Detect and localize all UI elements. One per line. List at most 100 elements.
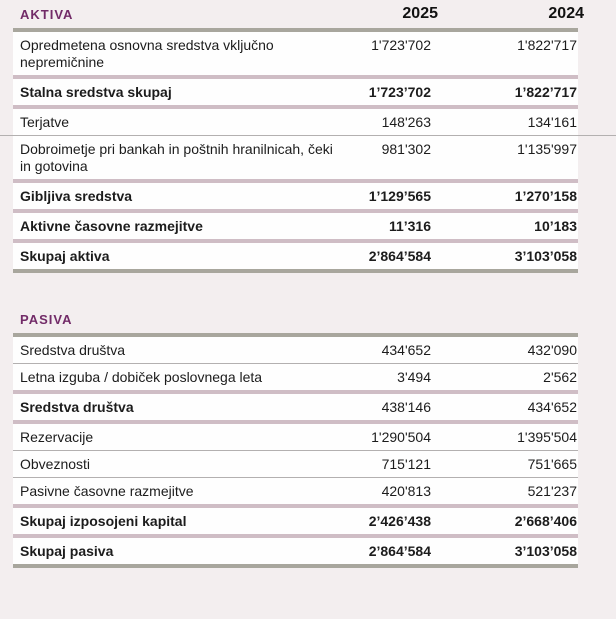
header-separator: [13, 28, 578, 32]
row-label-line: Rezervacije: [20, 428, 94, 445]
value-2024: 3’103’058: [514, 247, 577, 264]
row-separator: [13, 477, 578, 478]
value-2025: 2’426’438: [368, 512, 431, 529]
table-row: Stalna sredstva skupaj 1’723’702 1’822’717: [13, 79, 578, 105]
value-2024: 751'665: [527, 455, 577, 472]
value-2024: 432'090: [527, 341, 577, 358]
row-label-line: Dobroimetje pri bankah in poštnih hranil…: [20, 140, 333, 157]
section-aktiva: AKTIVA 2025 2024 Opredmetena osnovna sredst…: [0, 0, 616, 273]
table-row: Obveznosti 715'121 751'665: [13, 451, 578, 477]
table-row: Gibljiva sredstva 1’129’565 1’270’158: [13, 183, 578, 209]
value-2025: 2’864’584: [368, 542, 431, 559]
row-separator: [13, 390, 578, 394]
row-label: Stalna sredstva skupaj: [13, 84, 351, 101]
row-label-line: Skupaj izposojeni kapital: [20, 512, 187, 529]
row-label: Sredstva društva: [13, 342, 351, 359]
row-separator: [13, 504, 578, 508]
row-separator: [13, 564, 578, 568]
row-label-line: in gotovina: [20, 157, 88, 174]
row-label: Skupaj izposojeni kapital: [13, 513, 351, 530]
row-label-line: Letna izguba / dobiček poslovnega leta: [20, 368, 263, 385]
section-title: AKTIVA: [20, 6, 74, 22]
value-2024: 1’822’717: [514, 83, 577, 100]
row-separator: [13, 239, 578, 243]
value-2025: 148'263: [381, 113, 431, 130]
row-separator: [13, 534, 578, 538]
row-label-line: Opredmetena osnovna sredstva vključno: [20, 36, 274, 53]
row-label-line: Skupaj pasiva: [20, 542, 114, 559]
row-label-line: Obveznosti: [20, 455, 91, 472]
table-row: Sredstva društva 438'146 434'652: [13, 394, 578, 420]
row-label-line: Sredstva društva: [20, 341, 126, 358]
column-header-year-1: 2025: [402, 5, 438, 22]
section-header: AKTIVA 2025 2024: [13, 0, 584, 28]
tables-container: AKTIVA 2025 2024 Opredmetena osnovna sredst…: [0, 0, 616, 568]
table-row: Aktivne časovne razmejitve 11’316 10’183: [13, 213, 578, 239]
table-row: Opredmetena osnovna sredstva vključno nep…: [13, 32, 578, 75]
row-label-line: Pasivne časovne razmejitve: [20, 482, 194, 499]
row-label-line: Aktivne časovne razmejitve: [20, 217, 203, 234]
value-2025: 2’864’584: [368, 247, 431, 264]
row-label: Skupaj aktiva: [13, 248, 351, 265]
value-2025: 1’723’702: [368, 83, 431, 100]
column-header-year-2: 2024: [548, 5, 584, 22]
row-separator: [13, 363, 578, 364]
value-2024: 521'237: [527, 482, 577, 499]
value-2024: 3’103’058: [514, 542, 577, 559]
table-row: Terjatve 148'263 134'161: [13, 109, 578, 135]
row-label: Terjatve: [13, 114, 351, 131]
table-row: Letna izguba / dobiček poslovnega leta 3'…: [13, 364, 578, 390]
row-label: Letna izguba / dobiček poslovnega leta: [13, 369, 351, 386]
row-label-line: Sredstva društva: [20, 398, 134, 415]
row-separator: [13, 269, 578, 273]
value-2024: 1'822'717: [517, 36, 577, 53]
row-separator: [13, 179, 578, 183]
row-separator: [13, 209, 578, 213]
row-separator: [13, 75, 578, 79]
row-label: Aktivne časovne razmejitve: [13, 218, 351, 235]
value-2024: 134'161: [527, 113, 577, 130]
table-row: Pasivne časovne razmejitve 420'813 521'237: [13, 478, 578, 504]
value-2025: 420'813: [381, 482, 431, 499]
row-separator: [13, 420, 578, 424]
row-label: Opredmetena osnovna sredstva vključno nep…: [13, 37, 351, 71]
section-pasiva: PASIVA Sredstva društva 434'652 432'090 Letn…: [13, 305, 578, 568]
value-2025: 981'302: [381, 140, 431, 157]
table-row: Skupaj izposojeni kapital 2’426’438 2’668’…: [13, 508, 578, 534]
table-row: Skupaj pasiva 2’864’584 3’103’058: [13, 538, 578, 564]
row-label: Skupaj pasiva: [13, 543, 351, 560]
value-2025: 715'121: [381, 455, 431, 472]
value-2025: 438'146: [381, 398, 431, 415]
row-separator: [0, 135, 616, 136]
header-separator: [13, 333, 578, 337]
row-label-line: Stalna sredstva skupaj: [20, 83, 172, 100]
table-row: Sredstva društva 434'652 432'090: [13, 337, 578, 363]
value-2025: 434'652: [381, 341, 431, 358]
row-separator: [13, 450, 578, 451]
row-label: Dobroimetje pri bankah in poštnih hranil…: [13, 141, 351, 175]
value-2024: 434'652: [527, 398, 577, 415]
table-row: Dobroimetje pri bankah in poštnih hranil…: [13, 136, 578, 179]
value-2024: 1’270’158: [514, 187, 577, 204]
row-label: Sredstva društva: [13, 399, 351, 416]
table-row: Rezervacije 1'290'504 1'395'504: [13, 424, 578, 450]
row-label: Gibljiva sredstva: [13, 188, 351, 205]
row-label: Pasivne časovne razmejitve: [13, 483, 351, 500]
value-2024: 2'562: [543, 368, 577, 385]
section-gap: [0, 273, 616, 305]
value-2024: 10’183: [534, 217, 577, 234]
value-2025: 1'290'504: [371, 428, 431, 445]
row-label: Obveznosti: [13, 456, 351, 473]
row-label-line: Terjatve: [20, 113, 70, 130]
row-label: Rezervacije: [13, 429, 351, 446]
section-header: PASIVA: [13, 305, 584, 333]
section-title: PASIVA: [20, 311, 73, 327]
row-label-line: Gibljiva sredstva: [20, 187, 133, 204]
value-2025: 3'494: [397, 368, 431, 385]
row-separator: [13, 105, 578, 109]
table-row: Skupaj aktiva 2’864’584 3’103’058: [13, 243, 578, 269]
value-2024: 1'395'504: [517, 428, 577, 445]
value-2025: 11’316: [388, 217, 431, 234]
value-2025: 1’129’565: [368, 187, 431, 204]
